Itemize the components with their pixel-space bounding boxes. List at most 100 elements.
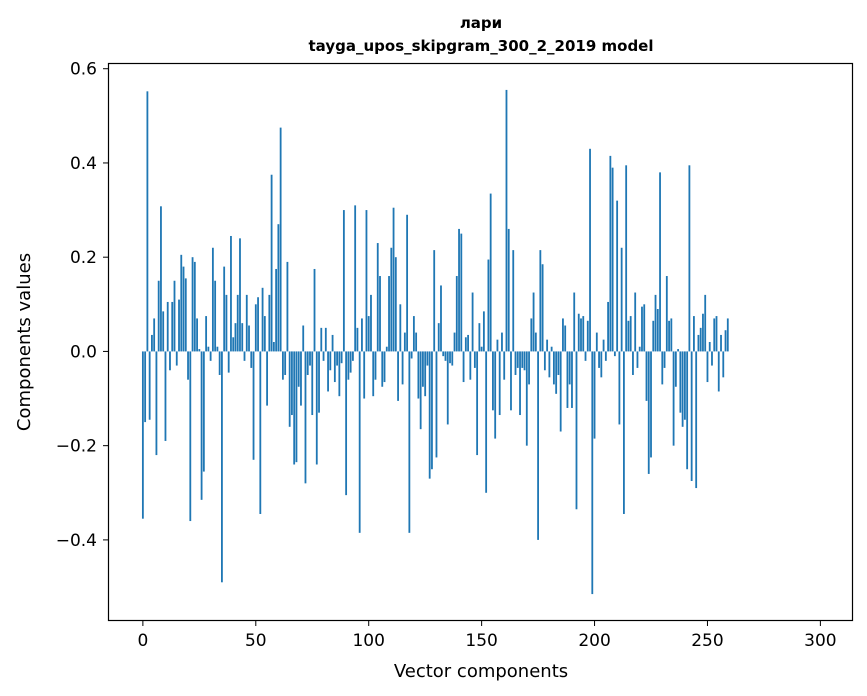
- bar: [248, 325, 250, 352]
- bar: [313, 268, 316, 352]
- bar: [473, 351, 476, 368]
- bar: [410, 351, 413, 359]
- bar: [263, 316, 266, 352]
- bar: [315, 351, 318, 465]
- bar: [311, 351, 314, 416]
- bar: [333, 351, 336, 383]
- bar: [571, 351, 573, 408]
- bar: [374, 351, 377, 380]
- bar: [507, 228, 510, 352]
- bar: [668, 320, 670, 352]
- bar: [352, 351, 354, 361]
- bar: [236, 294, 239, 352]
- bar: [424, 351, 427, 397]
- bar: [431, 351, 433, 470]
- bar: [178, 299, 180, 352]
- bar: [281, 351, 284, 380]
- bar: [349, 351, 352, 373]
- bar: [498, 351, 501, 416]
- bar: [209, 351, 212, 361]
- bar: [214, 280, 217, 352]
- bar: [688, 165, 691, 352]
- bar: [354, 205, 357, 352]
- bar: [636, 351, 639, 368]
- bar: [641, 306, 643, 352]
- bar: [512, 250, 515, 352]
- plot-area-frame: [107, 62, 854, 622]
- bar: [160, 206, 162, 352]
- bar: [620, 247, 623, 352]
- x-tick-label: 300: [804, 631, 836, 651]
- bar: [376, 243, 379, 352]
- bar: [200, 351, 203, 500]
- bar: [557, 351, 560, 375]
- bar: [604, 351, 607, 361]
- bar: [645, 351, 648, 401]
- bar: [699, 327, 702, 352]
- bar: [564, 325, 567, 352]
- bar: [171, 301, 174, 352]
- bar: [548, 351, 551, 378]
- bar: [272, 342, 275, 352]
- bar: [471, 292, 474, 352]
- bar: [324, 327, 327, 352]
- bar: [702, 313, 704, 352]
- bar: [164, 351, 167, 441]
- bar: [496, 339, 499, 352]
- y-tick-label: −0.2: [56, 437, 97, 457]
- bar: [372, 351, 375, 397]
- x-tick-label: 200: [578, 631, 610, 651]
- bar: [674, 351, 677, 387]
- bar: [184, 278, 187, 352]
- bar: [663, 351, 666, 368]
- bar: [613, 351, 616, 357]
- bar: [383, 351, 386, 383]
- bar: [654, 294, 657, 352]
- bar: [245, 294, 248, 352]
- bar: [711, 351, 713, 366]
- bar: [464, 337, 467, 352]
- bar: [241, 323, 244, 352]
- bar: [440, 285, 442, 352]
- bar: [726, 318, 729, 352]
- bar: [151, 334, 153, 352]
- bar: [392, 207, 395, 352]
- bar: [492, 351, 494, 411]
- x-axis-label: Vector components: [394, 661, 568, 682]
- bar: [480, 346, 483, 352]
- bar: [566, 351, 569, 408]
- bar: [541, 264, 544, 352]
- bar: [358, 351, 361, 533]
- x-axis-ticks: 0 50 100 150 200 250 300: [137, 620, 837, 651]
- bar: [589, 148, 591, 352]
- bar: [234, 323, 237, 352]
- bar: [144, 351, 147, 423]
- bar: [401, 351, 404, 385]
- bar: [270, 174, 273, 352]
- bar: [216, 346, 219, 352]
- bar: [261, 287, 264, 352]
- x-tick-label: 150: [465, 631, 497, 651]
- bar: [173, 280, 176, 352]
- bar: [254, 304, 257, 352]
- bar: [286, 261, 289, 352]
- bar: [336, 351, 338, 366]
- bar: [331, 334, 334, 352]
- bar: [293, 351, 296, 465]
- bar: [415, 332, 418, 352]
- bar: [724, 330, 727, 352]
- bar: [634, 292, 637, 352]
- bar: [469, 351, 472, 380]
- bar: [275, 268, 278, 352]
- bar: [505, 89, 508, 352]
- bar: [595, 332, 598, 352]
- bar: [618, 351, 621, 425]
- bar: [600, 351, 603, 378]
- bar: [713, 318, 716, 352]
- x-tick-label: 100: [352, 631, 384, 651]
- bar: [647, 351, 650, 474]
- bar: [586, 320, 589, 352]
- bar: [501, 332, 503, 352]
- bar: [365, 210, 368, 352]
- bar: [503, 351, 506, 380]
